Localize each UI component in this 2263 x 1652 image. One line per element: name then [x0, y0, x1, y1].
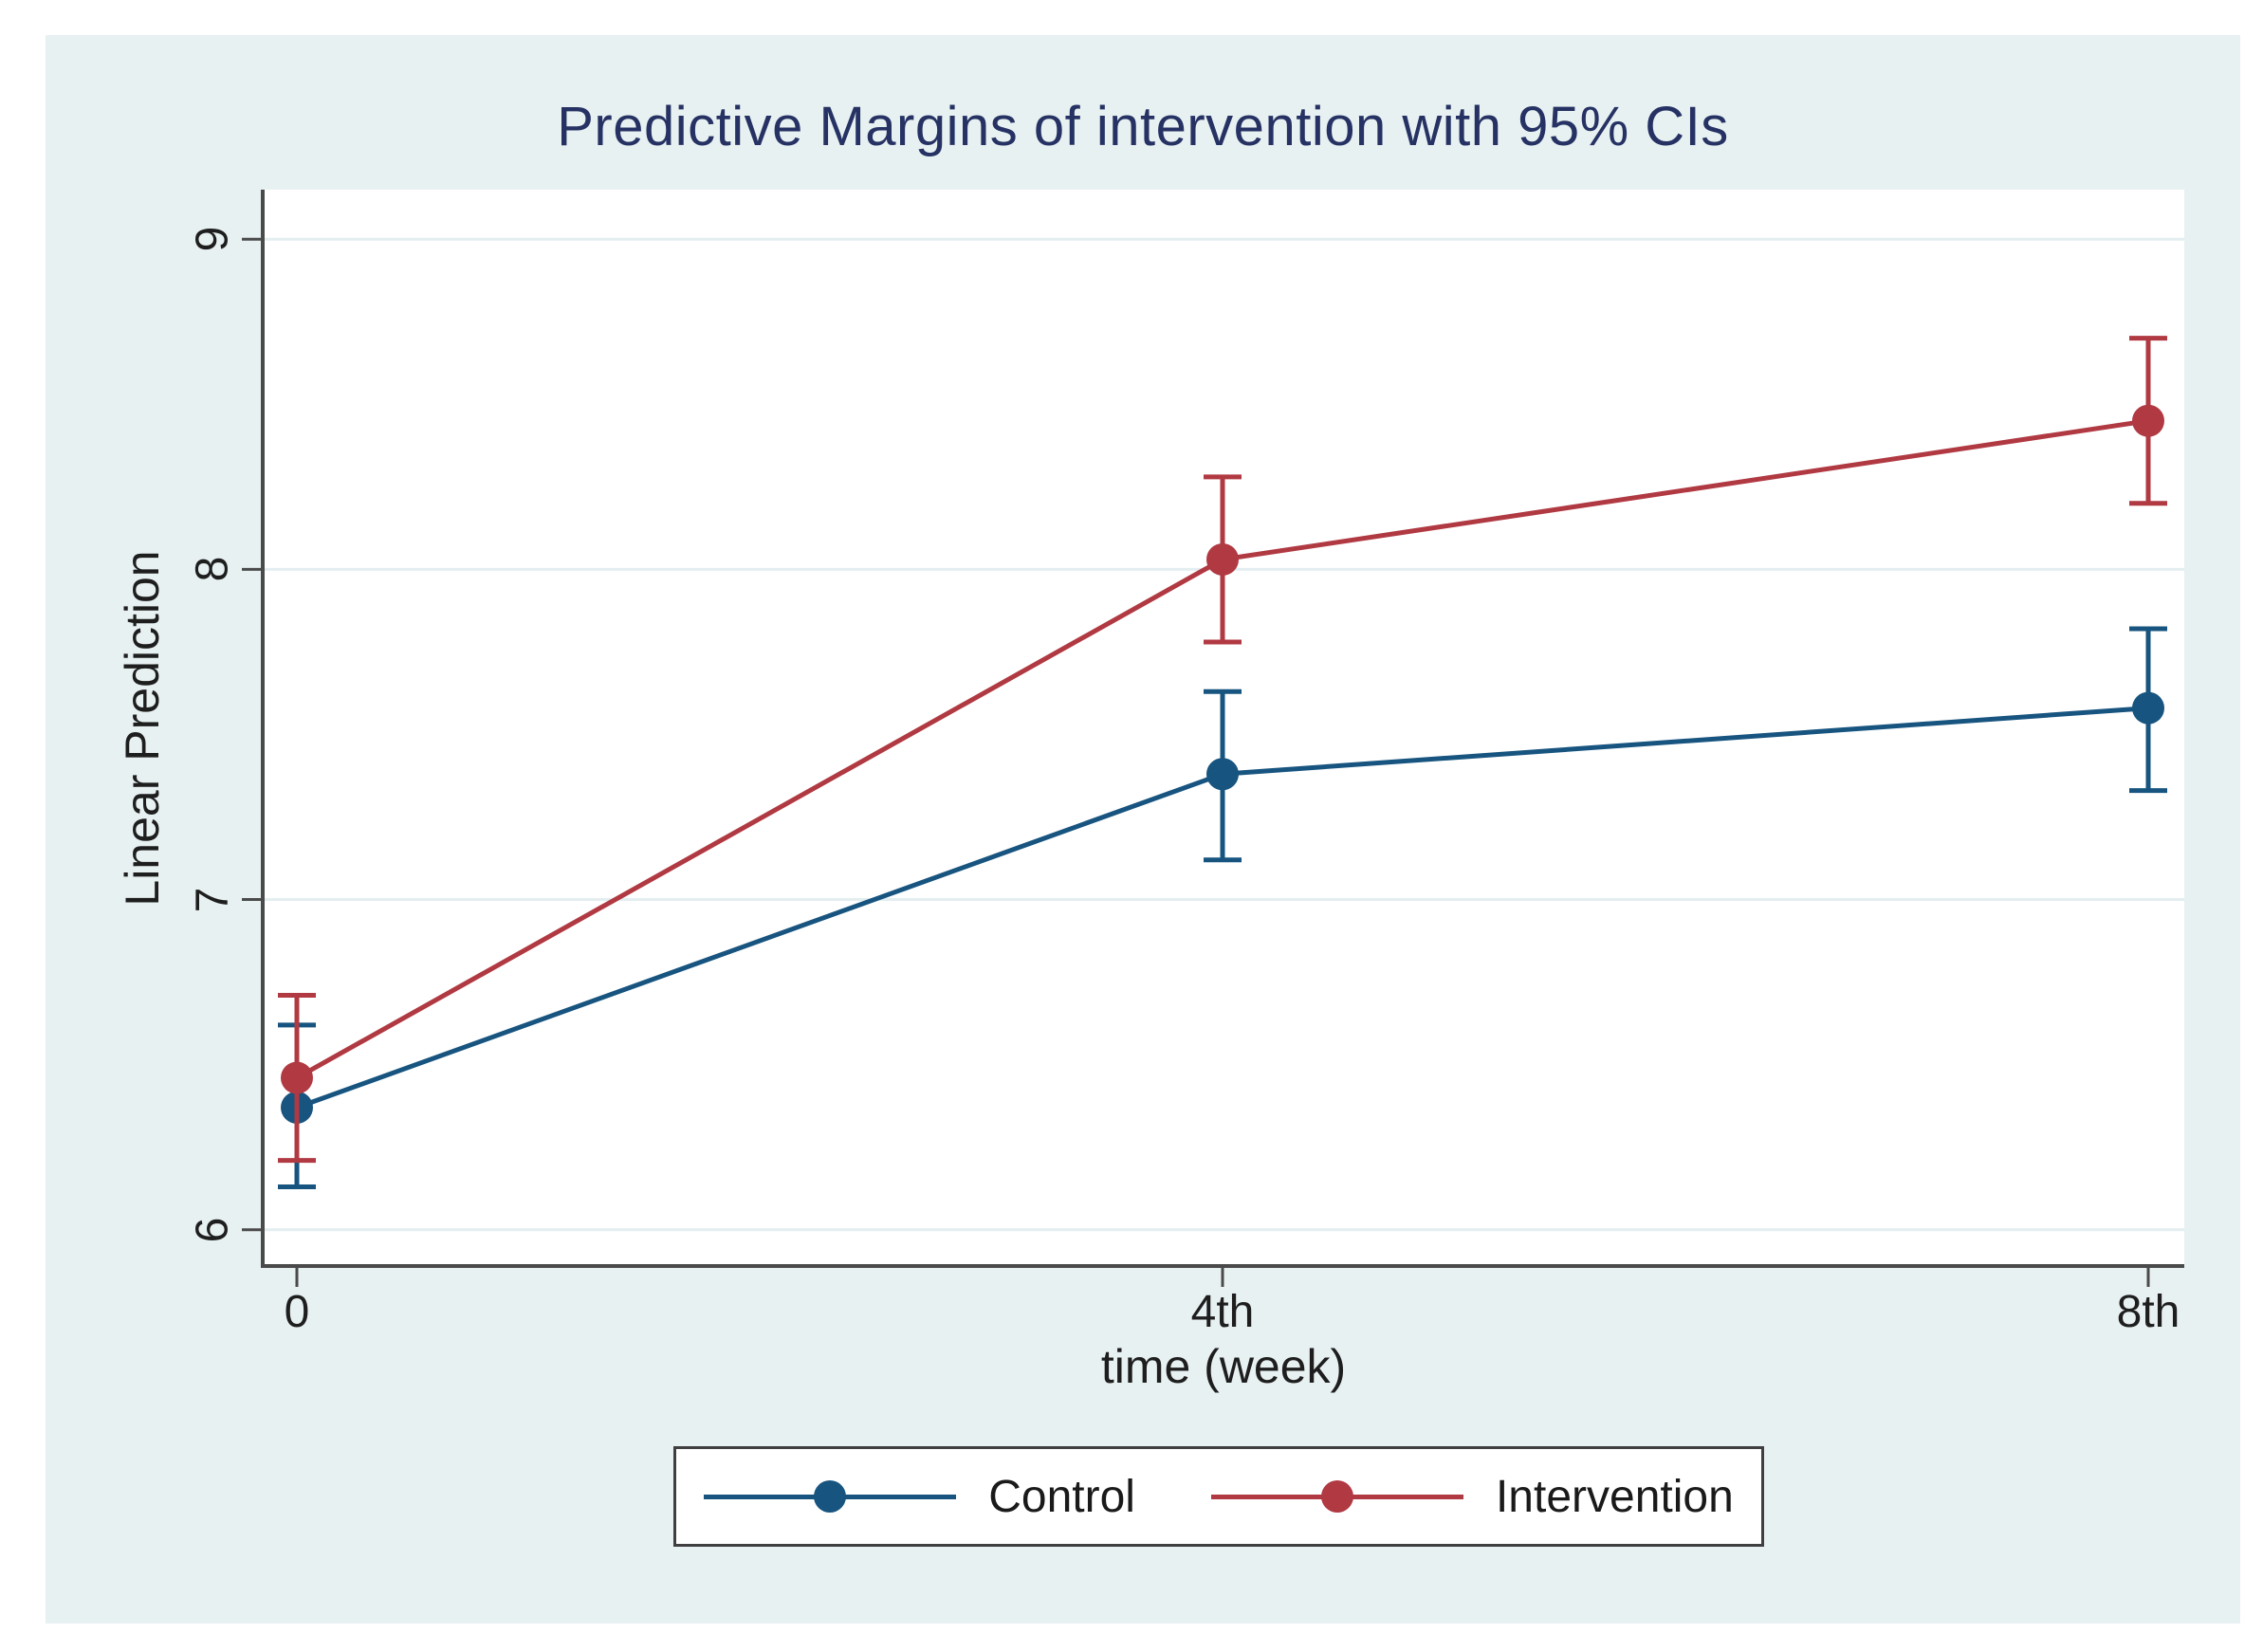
legend-label-control: Control — [988, 1471, 1135, 1522]
y-tick-label-8: 8 — [187, 557, 238, 582]
control-line-sample — [704, 1480, 957, 1513]
y-tick-label-6: 6 — [187, 1217, 238, 1243]
marker-intervention-0 — [281, 1061, 313, 1094]
x-axis-label: time (week) — [1100, 1340, 1347, 1393]
marker-intervention-2 — [2132, 404, 2164, 437]
intervention-marker-icon — [1320, 1480, 1353, 1513]
x-tick-label-4th: 4th — [1190, 1287, 1255, 1337]
marker-intervention-1 — [1206, 542, 1239, 576]
marker-control-2 — [2132, 691, 2164, 725]
x-tick-label-8th: 8th — [2116, 1287, 2180, 1337]
x-tick-label-0: 0 — [284, 1287, 310, 1337]
legend-label-intervention: Intervention — [1495, 1471, 1734, 1522]
legend-entry-intervention: Intervention — [1210, 1471, 1734, 1523]
intervention-line-sample — [1210, 1480, 1463, 1513]
y-tick-label-9: 9 — [187, 226, 238, 252]
legend: Control Intervention — [673, 1446, 1764, 1547]
legend-entry-control: Control — [704, 1471, 1135, 1523]
marker-control-1 — [1206, 758, 1239, 791]
y-tick-label-7: 7 — [187, 887, 238, 912]
y-axis-label: Linear Prediction — [116, 550, 169, 907]
chart-title: Predictive Margins of intervention with … — [557, 96, 1729, 157]
control-marker-icon — [814, 1480, 847, 1513]
